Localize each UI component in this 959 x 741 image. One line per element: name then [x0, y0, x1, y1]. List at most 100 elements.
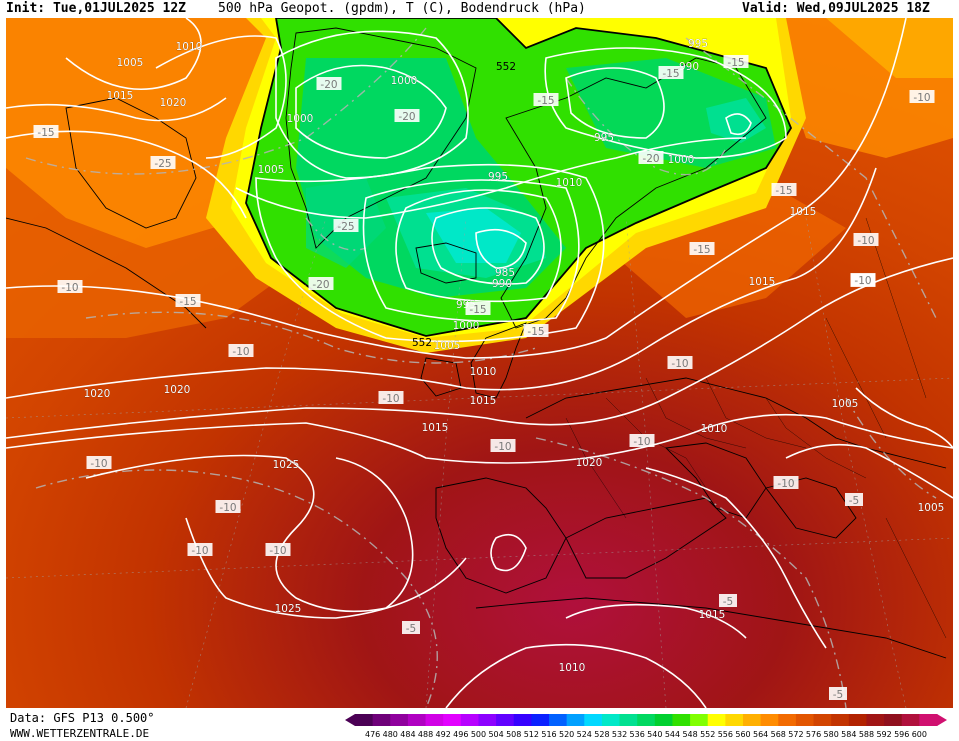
temperature-label: -10	[667, 356, 693, 370]
temperature-label: -10	[909, 90, 935, 104]
temperature-label-text: -15	[662, 68, 679, 80]
colorbar-tick-label: 496	[453, 730, 468, 739]
temperature-label: -15	[533, 93, 559, 107]
geopotential-shading	[6, 18, 953, 708]
pressure-label: 1015	[470, 395, 497, 407]
colorbar-cell	[672, 714, 691, 726]
temperature-label: -25	[150, 156, 176, 170]
temperature-label-text: -10	[913, 92, 930, 104]
temperature-label-text: -20	[642, 153, 659, 165]
temperature-label-text: -15	[775, 185, 792, 197]
colorbar-tick-label: 500	[471, 730, 486, 739]
colorbar-cell	[355, 714, 374, 726]
geopotential-label: 552	[412, 337, 432, 349]
colorbar-cell	[690, 714, 709, 726]
temperature-label: -10	[773, 476, 799, 490]
pressure-label: 1010	[176, 41, 203, 53]
pressure-label-text: 1010	[176, 41, 203, 53]
colorbar-tick-label: 580	[824, 730, 839, 739]
colorbar-tick-label: 584	[841, 730, 856, 739]
colorbar-cell	[725, 714, 744, 726]
pressure-label: 1010	[556, 177, 583, 189]
temperature-label-text: -5	[723, 596, 733, 608]
pressure-label-text: 1010	[559, 662, 586, 674]
colorbar-cell	[848, 714, 867, 726]
pressure-label-text: 1020	[164, 384, 191, 396]
colorbar-tick-label: 552	[700, 730, 715, 739]
colorbar-cell	[531, 714, 550, 726]
temperature-label-text: -10	[633, 436, 650, 448]
colorbar-cell	[795, 714, 815, 726]
pressure-label-text: 1010	[556, 177, 583, 189]
pressure-label-text: 1000	[668, 154, 695, 166]
map-title: 500 hPa Geopot. (gpdm), T (C), Bodendruc…	[218, 1, 586, 16]
colorbar-cell	[443, 714, 462, 726]
pressure-label: 990	[492, 278, 512, 290]
pressure-label: 1010	[701, 423, 728, 435]
colorbar-tick-label: 556	[718, 730, 733, 739]
temperature-label: -15	[689, 242, 715, 256]
temperature-label-text: -15	[693, 244, 710, 256]
colorbar-tick-label: 528	[594, 730, 609, 739]
temperature-label-text: -5	[833, 689, 843, 701]
colorbar-tick-label: 492	[436, 730, 451, 739]
temperature-label: -10	[490, 439, 516, 453]
colorbar-tick-label: 532	[612, 730, 627, 739]
pressure-label: 1020	[160, 97, 187, 109]
temperature-label: -15	[658, 66, 684, 80]
colorbar-tick-label: 516	[541, 730, 556, 739]
pressure-label-text: 1015	[470, 395, 497, 407]
temperature-label: -20	[316, 77, 342, 91]
pressure-label-text: 985	[495, 267, 515, 279]
pressure-label-text: 1015	[699, 609, 726, 621]
pressure-label-text: 1005	[832, 398, 859, 410]
colorbar-cell	[743, 714, 762, 726]
temperature-label: -15	[723, 55, 749, 69]
temperature-label: -15	[175, 294, 201, 308]
temperature-label-text: -10	[269, 545, 286, 557]
temperature-label: -20	[394, 109, 420, 123]
temperature-label-text: -10	[382, 393, 399, 405]
temperature-label-text: -5	[406, 623, 416, 635]
temperature-label-text: -10	[494, 441, 511, 453]
temperature-label: -15	[465, 302, 491, 316]
temperature-label: -20	[638, 151, 664, 165]
pressure-label: 1015	[107, 90, 134, 102]
pressure-label: 1005	[434, 340, 461, 352]
pressure-label: 1010	[559, 662, 586, 674]
colorbar-cell	[513, 714, 532, 726]
geopotential-552-contour	[245, 18, 793, 337]
temperature-label-text: -15	[179, 296, 196, 308]
colorbar-cell	[831, 714, 850, 726]
pressure-label-text: 995	[594, 132, 614, 144]
colorbar-cell	[813, 714, 832, 726]
temperature-label: -10	[850, 273, 876, 287]
temperature-label: -5	[719, 594, 737, 608]
pressure-label: 1015	[790, 206, 817, 218]
pressure-label: 1000	[287, 113, 314, 125]
country-borders	[565, 217, 947, 639]
data-source: Data: GFS P13 0.500°	[10, 711, 155, 725]
colorbar-tick-label: 600	[912, 730, 927, 739]
temperature-label-text: -10	[191, 545, 208, 557]
colorbar-cell	[778, 714, 797, 726]
pressure-label: 1010	[470, 366, 497, 378]
pressure-label-text: 995	[688, 38, 708, 50]
geopotential-label-text: 552	[496, 61, 516, 73]
colorbar-cell	[372, 714, 391, 726]
temperature-label: -5	[402, 621, 420, 635]
pressure-label: 1005	[832, 398, 859, 410]
temperature-label: -10	[378, 391, 404, 405]
temperature-label: -10	[629, 434, 655, 448]
colorbar-tick-label: 476	[365, 730, 380, 739]
geopotential-label-text: 552	[412, 337, 432, 349]
temperature-label-text: -20	[320, 79, 337, 91]
colorbar-cell	[919, 714, 938, 726]
pressure-label-text: 1005	[117, 57, 144, 69]
pressure-label-text: 1000	[391, 75, 418, 87]
temperature-label: -10	[86, 456, 112, 470]
colorbar-cell	[601, 714, 621, 726]
pressure-label: 1005	[117, 57, 144, 69]
pressure-label-text: 1015	[790, 206, 817, 218]
colorbar-tick-label: 484	[400, 730, 415, 739]
